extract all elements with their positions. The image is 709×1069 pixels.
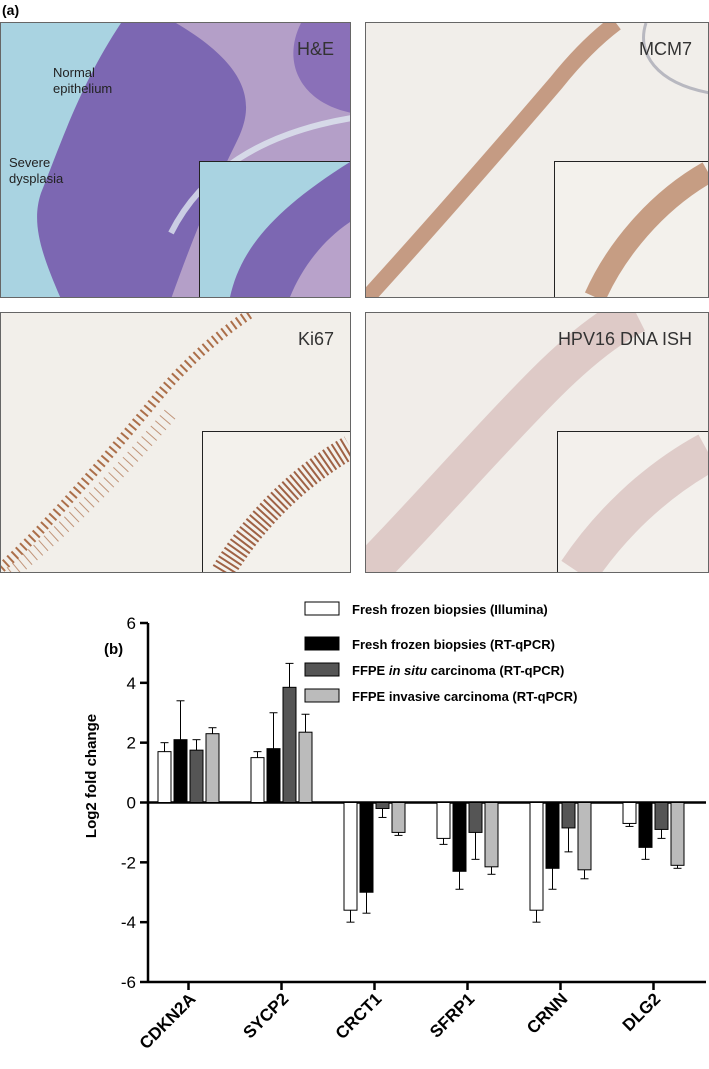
bar <box>545 802 560 869</box>
mcm7-tissue-graphic <box>366 23 708 297</box>
legend-swatch-in-situ <box>304 662 340 677</box>
mcm7-stain-label: MCM7 <box>639 39 692 59</box>
he-inset-graphic <box>200 162 350 297</box>
he-micrograph: Normal epithelium Severe dysplasia H&E <box>0 22 351 298</box>
legend-item-illumina: Fresh frozen biopsies (Illumina) <box>304 601 548 617</box>
he-stain-label: H&E <box>296 39 334 59</box>
hpv16-inset <box>557 431 708 572</box>
hpv16-stain-label: HPV16 DNA ISH <box>557 329 692 349</box>
ki67-inset <box>202 431 350 572</box>
bar <box>359 802 374 893</box>
legend-in-situ-part-2: in situ <box>389 663 427 678</box>
bar <box>391 802 406 833</box>
bar <box>670 802 685 866</box>
bar <box>205 733 220 803</box>
bar <box>452 802 467 872</box>
ki67-stain-label: Ki67 <box>297 329 334 349</box>
bar <box>375 802 390 809</box>
bar <box>638 802 653 848</box>
bar <box>189 749 204 803</box>
mcm7-inset-graphic <box>555 162 708 297</box>
bar <box>654 802 669 830</box>
bar <box>343 802 358 911</box>
y-tick-label: 6 <box>127 614 136 633</box>
severe-dysplasia-note: Severe dysplasia <box>9 155 64 186</box>
panel-a-label: (a) <box>2 2 20 18</box>
bar <box>529 802 544 911</box>
x-tick-label: CRNN <box>523 989 571 1037</box>
bar <box>622 802 637 824</box>
hpv16-micrograph: HPV16 DNA ISH <box>365 312 709 573</box>
x-tick-label: SYCP2 <box>239 989 292 1042</box>
y-tick-label: 2 <box>127 734 136 753</box>
ki67-inset-graphic <box>203 432 350 572</box>
bar <box>282 686 297 803</box>
legend-item-fresh-rtqpcr: Fresh frozen biopsies (RT-qPCR) <box>304 636 555 652</box>
x-tick-label: SFRP1 <box>426 989 478 1041</box>
y-axis-label: Log2 fold change <box>83 714 100 838</box>
panel-b-label: (b) <box>104 641 123 658</box>
legend-item-in-situ: FFPE in situ carcinoma (RT-qPCR) <box>304 662 564 678</box>
bar <box>484 802 499 868</box>
bar <box>436 802 451 839</box>
x-tick-label: CRCT1 <box>332 989 386 1043</box>
legend-label-invasive: FFPE invasive carcinoma (RT-qPCR) <box>352 689 577 704</box>
legend-swatch-invasive <box>304 688 340 703</box>
y-tick-label: -2 <box>121 853 136 872</box>
normal-epithelium-note: Normal epithelium <box>53 65 113 96</box>
bar <box>298 731 313 803</box>
legend: Fresh frozen biopsies (Illumina) Fresh f… <box>304 601 577 704</box>
ki67-micrograph: Ki67 <box>0 312 351 573</box>
bar <box>157 751 172 803</box>
x-tick-label: DLG2 <box>619 989 664 1034</box>
legend-label-fresh-rtqpcr: Fresh frozen biopsies (RT-qPCR) <box>352 637 555 652</box>
x-tick-label: CDKN2A <box>136 989 200 1053</box>
bar-chart: (b) Log2 fold change Fresh frozen biopsi… <box>83 601 706 1053</box>
legend-in-situ-part-3: carcinoma (RT-qPCR) <box>427 663 564 678</box>
legend-swatch-fresh-rtqpcr <box>304 636 340 651</box>
legend-swatch-illumina <box>304 601 340 616</box>
legend-label-illumina: Fresh frozen biopsies (Illumina) <box>352 602 548 617</box>
bar <box>266 748 281 803</box>
bar <box>250 757 265 803</box>
he-inset <box>199 161 350 297</box>
hpv16-inset-graphic <box>558 432 708 572</box>
mcm7-micrograph: MCM7 <box>365 22 709 298</box>
mcm7-inset <box>554 161 708 297</box>
legend-in-situ-part-1: FFPE <box>352 663 389 678</box>
legend-item-invasive: FFPE invasive carcinoma (RT-qPCR) <box>304 688 577 704</box>
y-tick-label: -4 <box>121 913 136 932</box>
bar <box>173 739 188 804</box>
bar <box>468 802 483 833</box>
legend-label-in-situ: FFPE in situ carcinoma (RT-qPCR) <box>352 663 564 678</box>
y-tick-label: 4 <box>127 674 136 693</box>
bar <box>561 802 576 829</box>
y-tick-label: -6 <box>121 973 136 992</box>
bar <box>577 802 592 871</box>
y-tick-label: 0 <box>127 794 136 813</box>
